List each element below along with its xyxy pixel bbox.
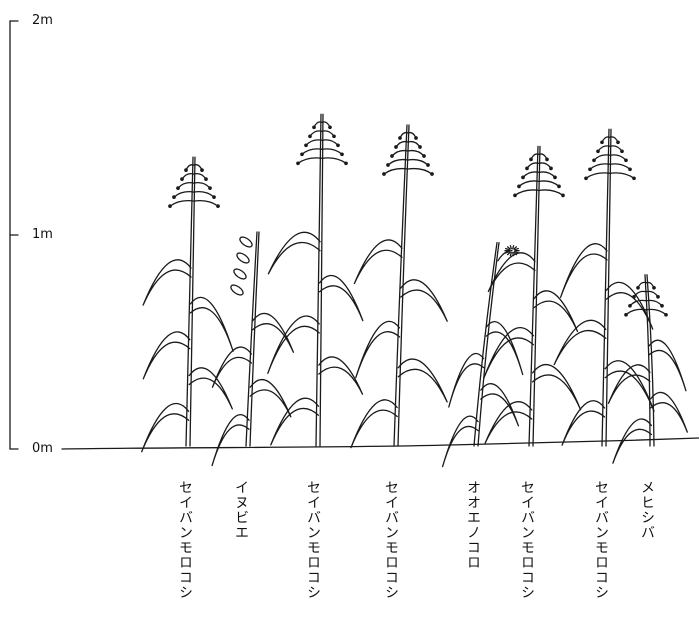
ground-line xyxy=(61,437,699,450)
plant-p8 xyxy=(607,274,688,464)
plants-layer xyxy=(141,113,688,468)
height-scale-bar xyxy=(9,20,19,450)
plant-label-p8: メヒシバ xyxy=(639,480,655,540)
plant-label-p2: イヌビエ xyxy=(233,480,249,540)
plant-label-p6: セイバンモロコシ xyxy=(519,480,535,600)
plant-label-p5: オオエノコロ xyxy=(465,480,481,570)
plant-p3 xyxy=(267,113,364,447)
scale-label-1m: 1m xyxy=(32,227,53,242)
plant-p5 xyxy=(441,242,524,468)
plant-p1 xyxy=(141,156,234,453)
plant-label-p3: セイバンモロコシ xyxy=(305,480,321,600)
scale-label-0m: 0m xyxy=(32,441,53,456)
plant-p7 xyxy=(553,128,655,447)
plant-label-p1: セイバンモロコシ xyxy=(177,480,193,600)
plant-p6 xyxy=(483,145,582,447)
plant-p2 xyxy=(211,231,295,467)
plant-label-p4: セイバンモロコシ xyxy=(383,480,399,600)
scale-label-2m: 2m xyxy=(32,13,53,28)
plant-label-p7: セイバンモロコシ xyxy=(593,480,609,600)
plant-p4 xyxy=(350,124,448,449)
